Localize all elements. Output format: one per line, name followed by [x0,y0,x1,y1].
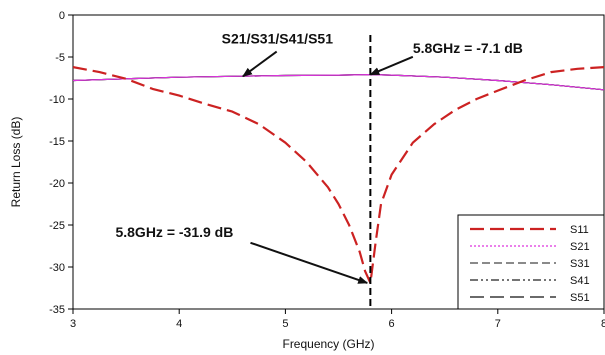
y-tick-label: -5 [55,52,65,64]
y-axis-label: Return Loss (dB) [9,117,23,208]
x-axis-label: Frequency (GHz) [282,337,374,351]
y-tick-label: 0 [59,10,65,22]
axes: 3 4 5 6 7 8 0 -5 -10 -15 -20 -25 -30 -35 Frequency (GH… [9,10,605,351]
annotation-text: S21/S31/S41/S51 [222,31,334,47]
x-tick-label: 3 [70,318,76,330]
annotation-arrow [242,50,278,78]
y-tick-label: -15 [49,136,65,148]
annotation-text: 5.8GHz = -31.9 dB [115,224,233,240]
legend-label-s51: S51 [570,292,590,304]
y-tick-label: -30 [49,262,65,274]
y-tick-label: -35 [49,304,65,316]
legend-label-s41: S41 [570,275,590,287]
y-tick-label: -10 [49,94,65,106]
legend-label-s21: S21 [570,241,590,253]
x-tick-label: 8 [601,318,605,330]
legend: S11 S21 S31 S41 S51 [457,214,605,310]
x-tick-label: 6 [389,318,395,330]
series-line-s21 [73,74,604,91]
legend-box [457,214,605,310]
y-tick-label: -20 [49,178,65,190]
x-tick-label: 4 [176,318,182,330]
legend-label-s11: S11 [570,224,589,236]
x-tick-label: 5 [282,318,288,330]
annotation-arrow [250,241,369,284]
series-line-s11 [73,66,604,285]
annotation-text: 5.8GHz = -7.1 dB [413,40,523,56]
legend-label-s31: S31 [570,258,590,270]
series-layer [73,66,604,285]
x-tick-label: 7 [495,318,501,330]
plot-frame [72,14,605,310]
annotation-arrow [369,55,414,76]
y-tick-label: -25 [49,220,65,232]
annotation-layer: S21/S31/S41/S51 5.8GHz = -7.1 dB 5.8GHz = … [115,31,523,284]
